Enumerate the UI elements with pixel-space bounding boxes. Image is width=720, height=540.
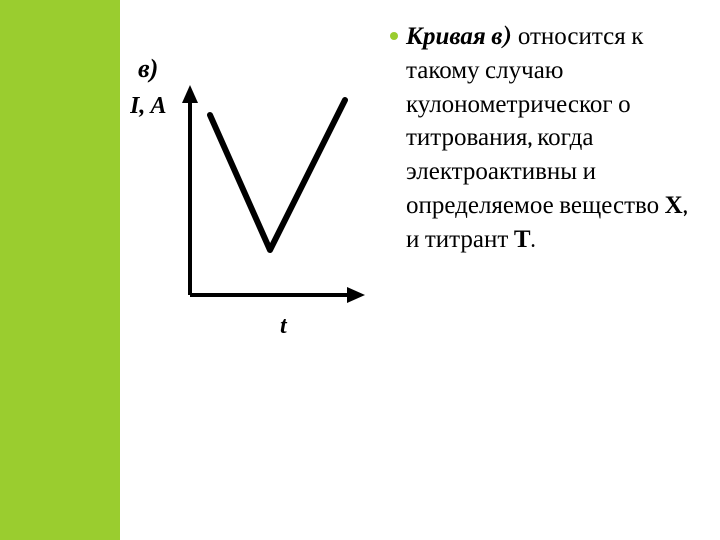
body-text-1: относится к такому случаю кулонометричес… [406, 22, 665, 220]
titration-curve [210, 100, 345, 250]
body-text-3: . [531, 225, 536, 254]
bullet-paragraph: Кривая в) относится к такому случаю куло… [390, 20, 700, 256]
text-area: Кривая в) относится к такому случаю куло… [390, 0, 720, 540]
x-axis-arrow [347, 287, 365, 303]
y-axis-arrow [182, 85, 198, 103]
chart-y-axis-label: I, A [130, 93, 166, 119]
title-text: Кривая в) [406, 22, 512, 51]
chart-label-top: в) [138, 55, 158, 83]
paragraph-text: Кривая в) относится к такому случаю куло… [406, 20, 700, 256]
decorative-left-band [0, 0, 120, 540]
bold-x: Х [665, 191, 683, 220]
content-area: в) I, A t Кривая в) относится к такому с… [120, 0, 720, 540]
bullet-icon [390, 32, 398, 40]
bold-t: Т [514, 225, 531, 254]
chart-x-axis-label: t [280, 313, 288, 339]
titration-curve-chart: в) I, A t [130, 55, 390, 345]
chart-area: в) I, A t [120, 0, 390, 540]
